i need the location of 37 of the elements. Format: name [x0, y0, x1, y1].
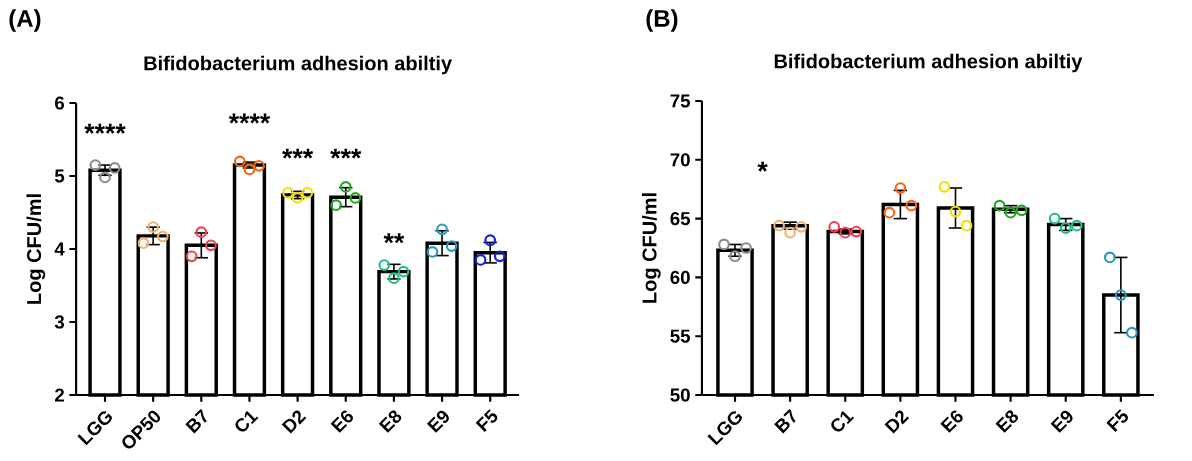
y-axis-title: Log CFU/ml [26, 194, 46, 304]
y-tick-label: 75 [670, 94, 691, 108]
x-tick-label: E6 [330, 410, 353, 433]
text: (A) [9, 9, 41, 32]
x-tick-label: E8 [995, 410, 1019, 433]
x-tick-label: B7 [185, 408, 207, 434]
x-tick-label: F5 [1106, 409, 1128, 432]
y-tick-label: 70 [670, 153, 690, 167]
y-tick-label: 3 [54, 315, 65, 329]
y-tick-label: 5 [54, 169, 65, 183]
y-tick-label: 55 [670, 329, 691, 343]
x-tick-label: D2 [884, 410, 910, 434]
y-axis-title: Log CFU/ml [641, 193, 661, 303]
x-tick-label: E6 [940, 410, 963, 433]
annotation: * [757, 161, 768, 172]
x-tick-label: E8 [378, 410, 402, 433]
x-tick-label: C1 [235, 410, 259, 432]
x-tick-label: E9 [426, 410, 449, 433]
y-tick-label: 6 [55, 96, 65, 110]
chart-title: Bifidobacterium adhesion abiltiy [144, 55, 452, 75]
chart-title: Bifidobacterium adhesion abiltiy [774, 53, 1083, 73]
x-tick-label: D2 [281, 410, 307, 434]
annotation: *** [330, 148, 362, 159]
annotation: ** [383, 233, 405, 244]
annotation: **** [84, 123, 126, 134]
x-tick-label: B7 [774, 408, 796, 434]
x-tick-label: E9 [1050, 410, 1073, 433]
y-tick-label: 2 [55, 388, 64, 402]
x-tick-label: C1 [831, 410, 855, 432]
y-tick-label: 50 [670, 388, 690, 402]
annotation: **** [228, 113, 271, 124]
y-tick-label: 65 [670, 211, 691, 226]
y-tick-label: 4 [54, 242, 65, 256]
y-tick-label: 60 [670, 270, 690, 285]
x-tick-label: F5 [475, 409, 498, 432]
text: (B) [646, 9, 678, 32]
annotation: *** [282, 148, 314, 159]
